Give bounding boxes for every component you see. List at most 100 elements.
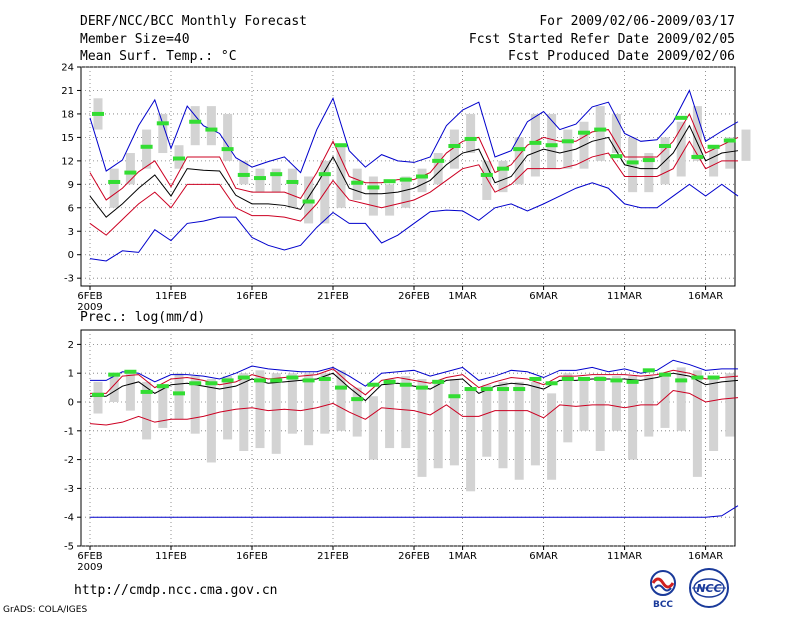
observation-marker [448, 143, 461, 148]
spread-box [158, 113, 168, 154]
spread-box [547, 113, 557, 169]
observation-marker [642, 158, 655, 163]
spread-box [514, 381, 524, 480]
observation-marker [675, 378, 688, 383]
spread-box [125, 153, 135, 185]
observation-marker [480, 387, 493, 392]
x-tick-label: 21FEB [317, 551, 349, 562]
spread-box [725, 137, 735, 169]
spread-box [498, 381, 508, 469]
observation-marker [578, 376, 590, 381]
observation-marker [610, 378, 623, 383]
y-tick-label: 24 [61, 63, 74, 74]
observation-marker [723, 138, 736, 143]
observation-marker [108, 179, 121, 184]
spread-box [336, 370, 346, 431]
x-year-label: 2009 [77, 562, 102, 573]
observation-marker [318, 376, 331, 381]
x-tick-label: 6MAR [529, 551, 558, 562]
series-line-upper [89, 112, 739, 201]
bcc-logo-text: BCC [653, 600, 673, 610]
x-tick-label: 21FEB [317, 291, 349, 302]
observation-marker [691, 154, 704, 159]
series-line-mean [89, 124, 739, 218]
forecast-period: For 2009/02/06-2009/03/17 [539, 14, 735, 29]
member-size-label: Member Size=40 [80, 32, 190, 47]
observation-marker [399, 177, 412, 182]
x-tick-label: 1MAR [448, 291, 477, 302]
observation-marker [237, 375, 250, 380]
spread-box [109, 168, 119, 208]
spread-box [433, 153, 443, 185]
series-line-lower [89, 140, 738, 236]
observation-marker [237, 172, 250, 177]
observation-marker [205, 381, 218, 386]
observation-marker [561, 139, 574, 144]
spread-box [644, 376, 654, 437]
observation-marker [92, 392, 104, 397]
observation-marker [156, 384, 169, 389]
observation-marker [464, 387, 477, 392]
y-tick-label: 0 [68, 398, 74, 409]
spread-box [676, 367, 686, 431]
observation-marker [221, 378, 234, 383]
observation-marker [432, 158, 445, 163]
spread-box [676, 121, 686, 177]
spread-box [206, 106, 216, 146]
y-tick-label: -4 [64, 513, 74, 524]
observation-marker [124, 369, 137, 374]
observation-marker [173, 391, 185, 396]
spread-box [109, 373, 119, 402]
spread-box [190, 106, 200, 146]
y-tick-label: 3 [68, 227, 74, 238]
spread-box [401, 376, 411, 449]
y-tick-label: 1 [68, 369, 74, 380]
x-tick-label: 11FEB [155, 291, 187, 302]
spread-box [709, 145, 719, 177]
spread-box [385, 184, 395, 216]
y-tick-label: -3 [64, 274, 74, 285]
observation-marker [270, 378, 283, 383]
observation-marker [383, 179, 396, 184]
observation-marker [286, 179, 299, 184]
x-tick-label: 11FEB [155, 551, 187, 562]
spread-box [628, 137, 638, 193]
observation-marker [302, 199, 315, 204]
spread-box [271, 373, 281, 454]
series-line-lower [89, 389, 739, 426]
spread-box [142, 381, 152, 440]
spread-box [417, 168, 427, 193]
series-line-max [89, 89, 739, 174]
spread-box [595, 106, 605, 161]
spread-box [239, 373, 249, 451]
observation-marker [545, 381, 558, 386]
spread-box [239, 160, 249, 185]
spread-box [530, 113, 540, 177]
observation-marker [659, 372, 671, 377]
x-tick-label: 26FEB [398, 291, 430, 302]
observation-marker [140, 389, 153, 394]
y-tick-label: 12 [61, 156, 74, 167]
source-url[interactable]: http://cmdp.ncc.cma.gov.cn [74, 583, 278, 598]
bcc-logo: BCC [650, 570, 676, 610]
spread-box [125, 373, 135, 411]
spread-box [563, 129, 573, 169]
spread-box [255, 168, 265, 193]
spread-box [595, 376, 605, 451]
observation-marker [513, 147, 526, 152]
x-tick-label: 6MAR [529, 291, 558, 302]
spread-box [368, 396, 378, 460]
x-tick-label: 16FEB [236, 551, 268, 562]
spread-box [433, 381, 443, 469]
observation-marker [561, 376, 574, 381]
observation-marker [399, 382, 412, 387]
observation-marker [691, 375, 704, 380]
x-tick-label: 6FEB [77, 551, 102, 562]
produced-date: Fcst Produced Date 2009/02/06 [508, 49, 735, 64]
spread-box [466, 390, 476, 492]
spread-box [223, 113, 233, 161]
x-tick-label: 1MAR [448, 551, 477, 562]
observation-marker [707, 375, 720, 380]
variable-label: Mean Surf. Temp.: °C [80, 49, 237, 64]
